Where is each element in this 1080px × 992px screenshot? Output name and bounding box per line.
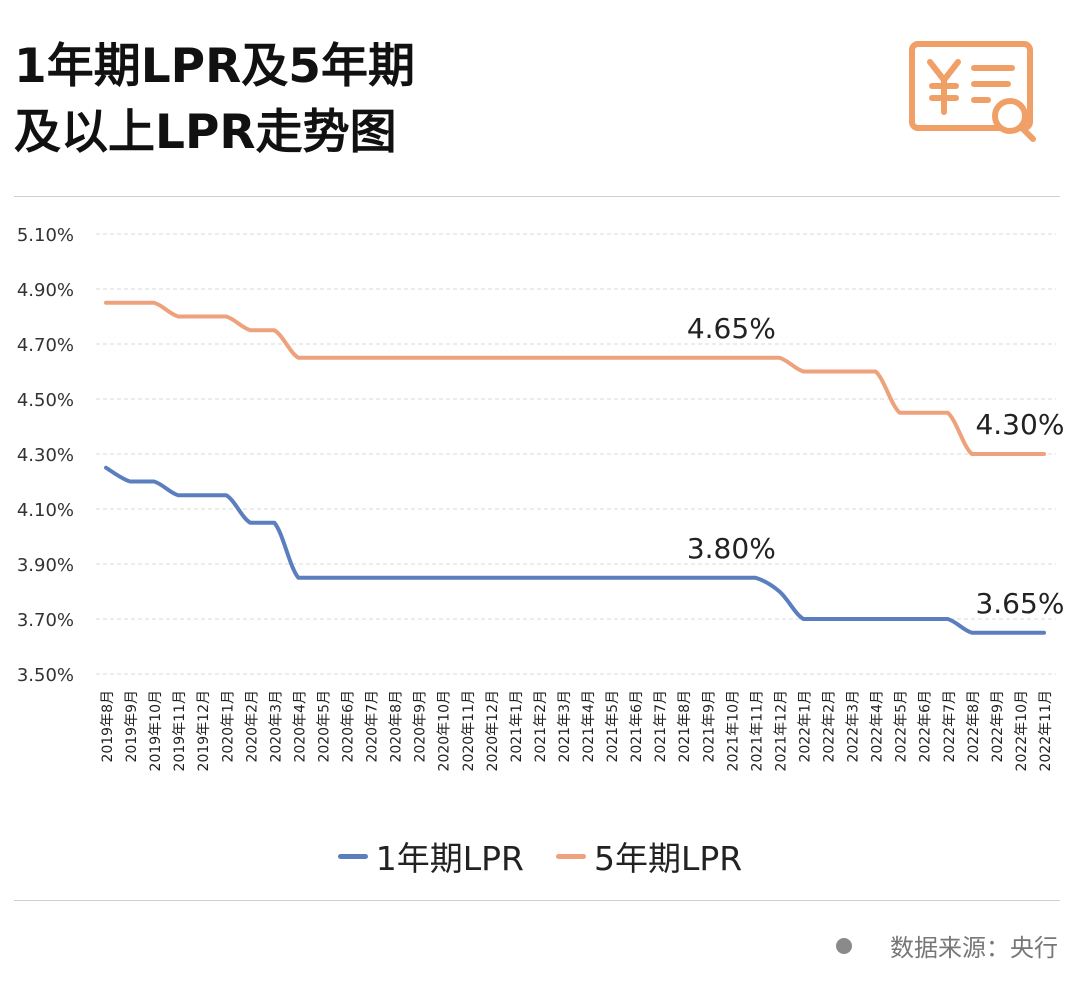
legend-swatch-1y bbox=[337, 853, 368, 859]
x-tick-label: 2019年11月 bbox=[172, 690, 188, 771]
x-tick-label: 2021年5月 bbox=[605, 690, 621, 763]
y-tick-label: 4.70% bbox=[17, 335, 74, 356]
data-label: 3.65% bbox=[975, 587, 1064, 620]
y-tick-label: 4.10% bbox=[17, 500, 74, 521]
source-bullet-icon bbox=[836, 937, 852, 954]
x-tick-label: 2019年12月 bbox=[196, 690, 212, 771]
x-tick-label: 2020年7月 bbox=[365, 690, 381, 763]
data-label: 3.80% bbox=[687, 532, 776, 565]
series-line-5y bbox=[104, 300, 1046, 456]
x-tick-label: 2022年1月 bbox=[797, 690, 813, 763]
data-source: 数据来源：央行 bbox=[836, 928, 1058, 963]
x-tick-label: 2021年4月 bbox=[581, 690, 597, 763]
x-tick-label: 2021年12月 bbox=[773, 690, 789, 771]
x-tick-label: 2019年9月 bbox=[124, 690, 140, 763]
yuan-document-search-icon bbox=[909, 41, 1036, 142]
x-tick-label: 2021年10月 bbox=[725, 690, 741, 771]
x-tick-label: 2022年10月 bbox=[1014, 690, 1030, 771]
data-label: 4.65% bbox=[687, 312, 776, 345]
y-tick-label: 3.90% bbox=[17, 555, 74, 576]
x-tick-label: 2022年7月 bbox=[942, 690, 958, 763]
y-tick-label: 5.10% bbox=[17, 225, 74, 246]
legend-item-5y: 5年期LPR bbox=[556, 832, 742, 880]
data-annotations: 3.80% 3.65% 4.65% 4.30% bbox=[687, 312, 1065, 620]
header-divider bbox=[14, 196, 1060, 197]
x-tick-label: 2022年6月 bbox=[918, 690, 934, 763]
page-title-line-2: 及以上LPR走势图 bbox=[14, 105, 397, 160]
x-tick-label: 2021年8月 bbox=[677, 690, 693, 763]
page-title-line-1: 1年期LPR及5年期 bbox=[14, 39, 415, 94]
x-tick-label: 2020年9月 bbox=[413, 690, 429, 763]
x-tick-label: 2021年3月 bbox=[557, 690, 573, 763]
x-tick-label: 2020年8月 bbox=[389, 690, 405, 763]
legend-item-1y: 1年期LPR bbox=[337, 832, 524, 880]
grid-lines bbox=[96, 233, 1056, 675]
x-tick-label: 2020年5月 bbox=[316, 690, 332, 763]
legend-label-1y: 1年期LPR bbox=[375, 839, 524, 878]
x-tick-label: 2020年2月 bbox=[244, 690, 260, 763]
x-tick-label: 2022年2月 bbox=[822, 690, 838, 763]
footer-divider bbox=[14, 900, 1060, 901]
page-title: 1年期LPR及5年期 及以上LPR走势图 bbox=[14, 34, 415, 166]
lpr-line-chart: 5.10% 4.90% 4.70% 4.50% 4.30% 4.10% 3.90% 3.70%… bbox=[17, 225, 1065, 771]
series-lines bbox=[104, 300, 1046, 635]
x-tick-label: 2021年11月 bbox=[749, 690, 765, 771]
x-tick-label: 2020年12月 bbox=[485, 690, 501, 771]
x-tick-label: 2021年2月 bbox=[533, 690, 549, 763]
x-tick-label: 2022年11月 bbox=[1038, 690, 1054, 771]
y-tick-label: 3.50% bbox=[17, 665, 74, 686]
x-tick-label: 2021年6月 bbox=[629, 690, 645, 763]
y-tick-label: 4.30% bbox=[17, 445, 74, 466]
data-source-text: 数据来源：央行 bbox=[890, 934, 1058, 962]
x-tick-label: 2020年10月 bbox=[437, 690, 453, 771]
series-line-1y bbox=[104, 465, 1046, 635]
y-tick-label: 4.90% bbox=[17, 280, 74, 301]
x-tick-label: 2021年7月 bbox=[653, 690, 669, 763]
x-tick-label: 2020年11月 bbox=[461, 690, 477, 771]
chart-legend: 1年期LPR 5年期LPR bbox=[0, 832, 1080, 880]
x-tick-label: 2022年3月 bbox=[846, 690, 862, 763]
x-axis-tick-labels: 2019年8月 2019年9月 2019年10月 2019年11月 2019年12月 20… bbox=[100, 690, 1054, 771]
x-tick-label: 2021年1月 bbox=[509, 690, 525, 763]
x-tick-label: 2022年9月 bbox=[990, 690, 1006, 763]
x-tick-label: 2020年3月 bbox=[268, 690, 284, 763]
x-tick-label: 2022年4月 bbox=[870, 690, 886, 763]
x-tick-label: 2019年8月 bbox=[100, 690, 116, 763]
x-tick-label: 2020年1月 bbox=[220, 690, 236, 763]
x-tick-label: 2020年4月 bbox=[292, 690, 308, 763]
x-tick-label: 2020年6月 bbox=[341, 690, 357, 763]
legend-label-5y: 5年期LPR bbox=[594, 839, 743, 878]
x-tick-label: 2019年10月 bbox=[148, 690, 164, 771]
data-label: 4.30% bbox=[975, 408, 1064, 441]
y-tick-label: 4.50% bbox=[17, 390, 74, 411]
x-tick-label: 2022年5月 bbox=[894, 690, 910, 763]
legend-swatch-5y bbox=[556, 853, 586, 859]
x-tick-label: 2021年9月 bbox=[701, 690, 717, 763]
x-tick-label: 2022年8月 bbox=[966, 690, 982, 763]
y-tick-label: 3.70% bbox=[17, 610, 74, 631]
y-axis-tick-labels: 5.10% 4.90% 4.70% 4.50% 4.30% 4.10% 3.90% 3.70%… bbox=[17, 225, 74, 686]
